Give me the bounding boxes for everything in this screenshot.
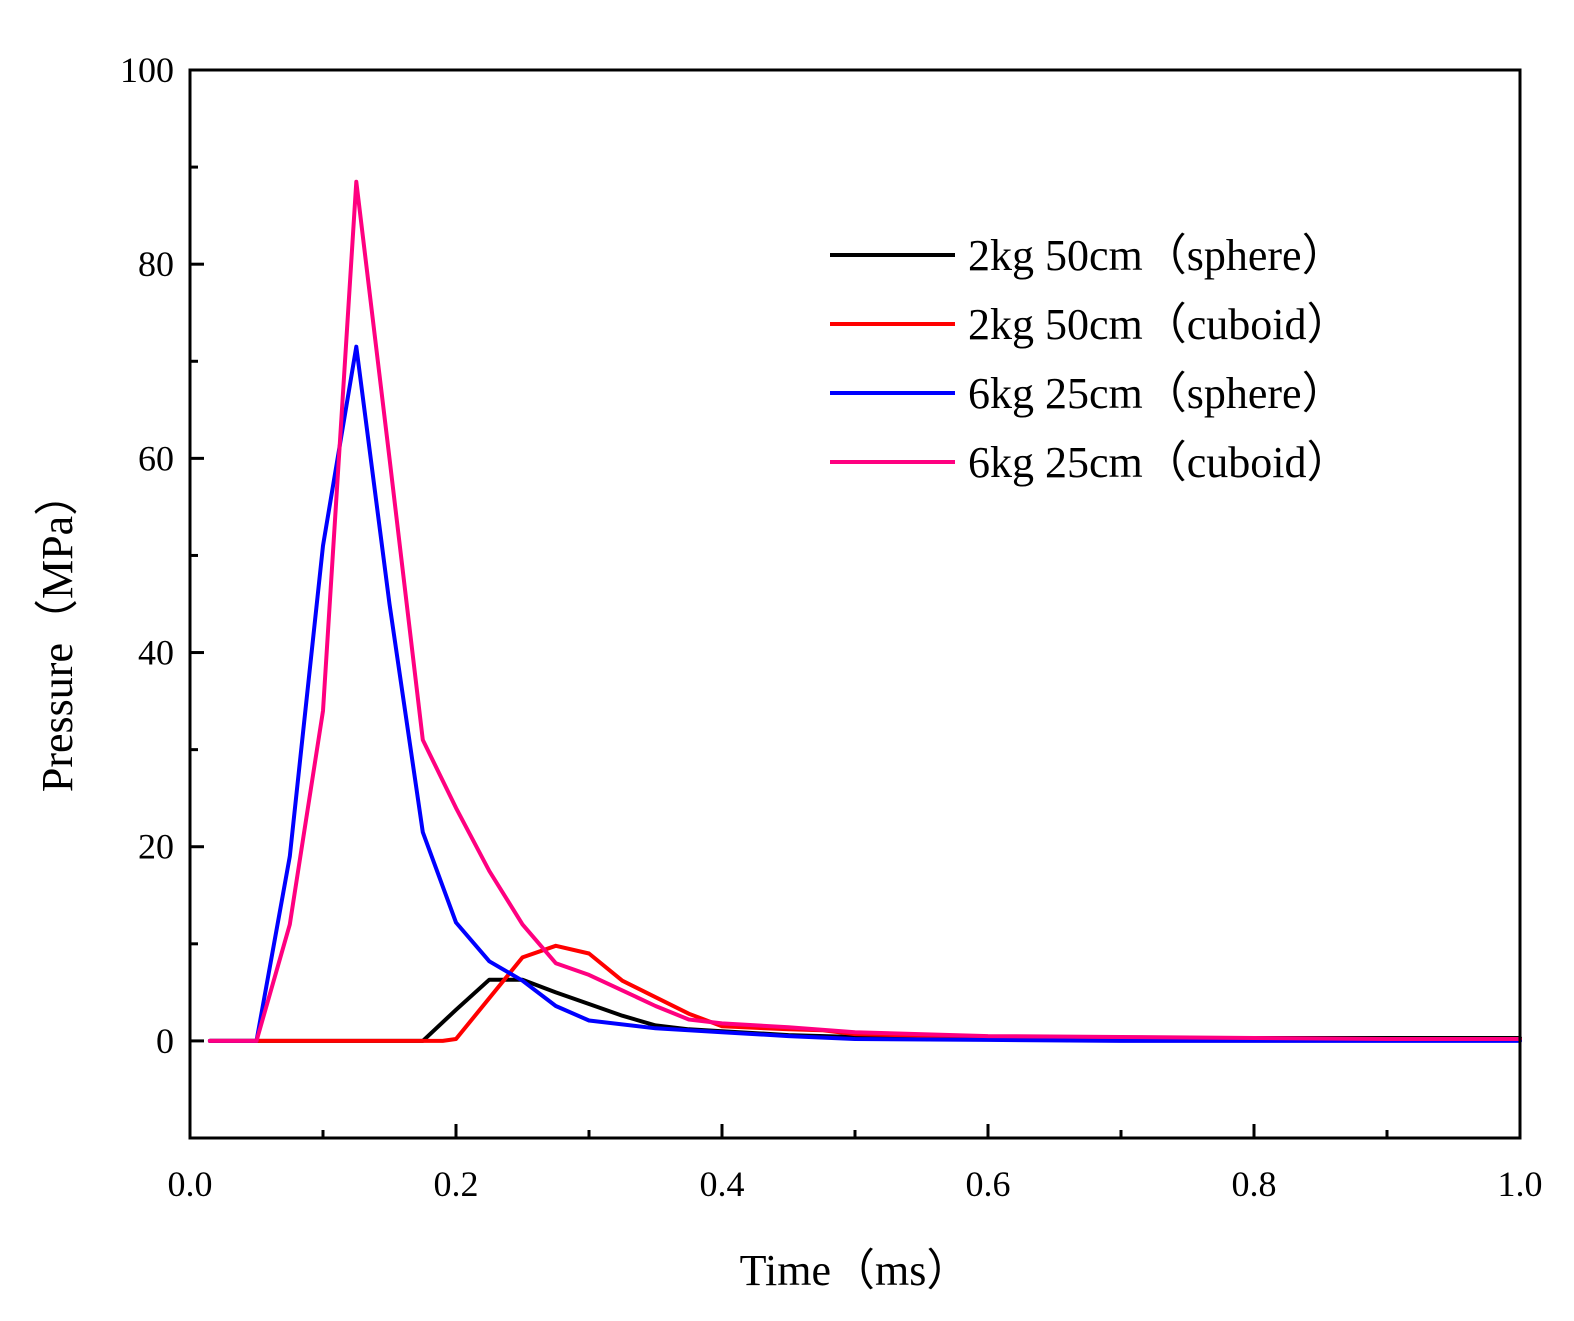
x-tick-label: 0.6 [966, 1164, 1011, 1204]
x-tick-label: 0.2 [434, 1164, 479, 1204]
y-axis: 0 20 40 60 80 100 [120, 50, 204, 1140]
y-tick-label: 40 [138, 633, 174, 673]
series-line-4 [207, 179, 1522, 1043]
series-line-2 [207, 943, 1522, 1043]
legend: 2kg 50cm（sphere） 2kg 50cm（cuboid） 6kg 25cm… [830, 231, 1351, 487]
x-tick-label: 0.0 [168, 1164, 213, 1204]
legend-item: 6kg 25cm（cuboid） [830, 438, 1351, 487]
legend-label: 2kg 50cm（sphere） [968, 231, 1346, 280]
x-axis-title: Time（ms） [740, 1246, 971, 1295]
x-axis: 0.0 0.2 0.4 0.6 0.8 1.0 [168, 1124, 1543, 1204]
legend-item: 2kg 50cm（sphere） [830, 231, 1346, 280]
legend-label: 6kg 25cm（cuboid） [968, 438, 1351, 487]
y-axis-title: Pressure（MPa） [33, 472, 82, 792]
legend-item: 2kg 50cm（cuboid） [830, 300, 1351, 349]
y-tick-label: 0 [156, 1021, 174, 1061]
y-tick-label: 80 [138, 244, 174, 284]
x-tick-label: 1.0 [1498, 1164, 1543, 1204]
y-tick-label: 20 [138, 827, 174, 867]
series-line-3 [207, 344, 1522, 1043]
x-tick-label: 0.4 [700, 1164, 745, 1204]
legend-label: 2kg 50cm（cuboid） [968, 300, 1351, 349]
legend-label: 6kg 25cm（sphere） [968, 369, 1346, 418]
y-tick-label: 60 [138, 438, 174, 478]
y-tick-label: 100 [120, 50, 174, 90]
x-tick-label: 0.8 [1232, 1164, 1277, 1204]
legend-item: 6kg 25cm（sphere） [830, 369, 1346, 418]
plot-lines [207, 179, 1522, 1043]
